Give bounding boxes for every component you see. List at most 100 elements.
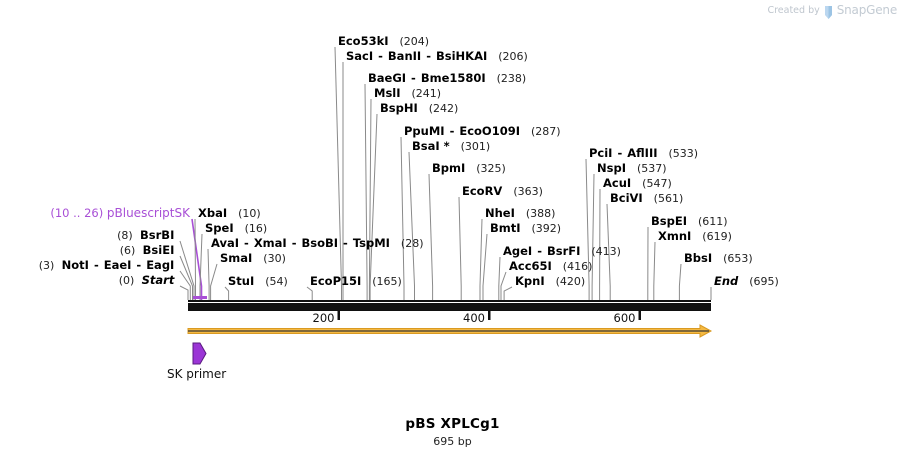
enzyme-name: AgeI (503, 244, 533, 258)
enzyme-label-stui[interactable]: StuI (54) (228, 275, 288, 289)
enzyme-label-bsai[interactable]: BsaI * (301) (412, 140, 490, 154)
orf-arrow[interactable] (187, 324, 713, 338)
enzyme-label-acc65i[interactable]: Acc65I (416) (509, 260, 592, 274)
ruler-tick-mark-600 (638, 311, 641, 320)
enzyme-name: NheI (485, 206, 515, 220)
enzyme-name: BciVI (610, 191, 643, 205)
enzyme-label-ppumi-ecoo109i[interactable]: PpuMI - EcoO109I (287) (404, 125, 561, 139)
enzyme-separator: - (89, 258, 103, 272)
enzyme-label-ecorv[interactable]: EcoRV (363) (462, 184, 543, 199)
enzyme-label-agei-bsrfi[interactable]: AgeI - BsrFI (413) (503, 244, 621, 259)
leader-line-ecop15i (306, 286, 313, 300)
enzyme-label-bbsi[interactable]: BbsI (653) (684, 251, 753, 266)
enzyme-label-spei[interactable]: SpeI (16) (205, 222, 268, 236)
sk-primer-arrow[interactable] (192, 342, 207, 365)
enzyme-label-eco53ki[interactable]: Eco53kI (204) (338, 35, 430, 49)
enzyme-label-ecop15i[interactable]: EcoP15I (165) (310, 275, 402, 289)
enzyme-position: (325) (476, 162, 506, 175)
enzyme-label-acui[interactable]: AcuI (547) (603, 176, 672, 191)
enzyme-position: (537) (636, 162, 667, 175)
enzyme-name: BanII (387, 49, 422, 63)
orf-arrow-group (187, 324, 713, 338)
enzyme-label-bsiei[interactable]: (6) BsiEI (0, 244, 178, 258)
enzyme-label-bpmi[interactable]: BpmI (325) (432, 161, 506, 176)
ruler-tick-mark-200 (337, 311, 340, 320)
leader-line-bpmi (428, 173, 434, 300)
leader-line-xmni (653, 241, 656, 300)
enzyme-name: PciI (589, 146, 613, 160)
plasmid-name: pBS XPLCg1 (405, 416, 500, 432)
enzyme-name: BsrFI (547, 244, 581, 258)
leader-line-xbai (194, 218, 196, 300)
enzyme-label-bmti[interactable]: BmtI (392) (490, 222, 561, 236)
enzyme-label-msli[interactable]: MslI (241) (374, 86, 442, 101)
enzyme-label-nhei[interactable]: NheI (388) (485, 206, 556, 221)
enzyme-name: BspHI (380, 101, 418, 115)
enzyme-label-kpni[interactable]: KpnI (420) (515, 275, 585, 289)
leader-line-avai-xmai-bsobi-tspmi (207, 248, 210, 300)
enzyme-label-noti-eaei-eagi[interactable]: (3) NotI - EaeI - EagI (0, 258, 178, 273)
enzyme-label-pcii-afliii[interactable]: PciI - AflIII (533) (589, 146, 699, 161)
enzyme-position: (619) (702, 230, 732, 243)
enzyme-separator: - (132, 258, 146, 272)
enzyme-label-bcivi[interactable]: BciVI (561) (610, 191, 683, 206)
enzyme-position: (30) (263, 252, 286, 265)
enzyme-separator: - (287, 236, 301, 250)
enzyme-label-bsrbi[interactable]: (8) BsrBI (0, 228, 178, 243)
enzyme-label-start[interactable]: (0) Start (0, 273, 178, 288)
enzyme-name: EcoRV (462, 184, 503, 198)
enzyme-label-baegi-bme1580i[interactable]: BaeGI - Bme1580I (238) (368, 71, 527, 86)
enzyme-name: XmaI (253, 236, 287, 250)
enzyme-name: Bme1580I (420, 71, 486, 85)
plasmid-size: 695 bp (433, 435, 472, 448)
enzyme-name: Start (141, 273, 175, 287)
leader-line-bsiei (179, 255, 193, 300)
enzyme-label-nspi[interactable]: NspI (537) (597, 162, 667, 176)
enzyme-separator: - (422, 49, 435, 63)
enzyme-label-xbai[interactable]: XbaI (10) (198, 207, 261, 221)
enzyme-position: (0) (118, 274, 135, 287)
enzyme-label-smai[interactable]: SmaI (30) (220, 252, 286, 266)
enzyme-position: (204) (399, 35, 430, 48)
enzyme-position: (241) (411, 87, 442, 100)
enzyme-position: (695) (749, 275, 779, 288)
enzyme-name: BbsI (684, 251, 713, 265)
leader-line-start (179, 285, 189, 300)
enzyme-name: MslI (374, 86, 401, 100)
pbluescriptsk-primer-feature[interactable] (193, 296, 207, 299)
sk-primer-arrow-group (192, 342, 207, 365)
title-block: pBS XPLCg1 695 bp (0, 416, 905, 448)
leader-line-bsai (408, 151, 415, 300)
enzyme-name: AcuI (603, 176, 632, 190)
enzyme-name: BsoBI (301, 236, 339, 250)
enzyme-position: (611) (697, 215, 728, 228)
enzyme-position: (238) (496, 72, 527, 85)
leader-line-bsrbi (179, 240, 195, 300)
enzyme-label-pbluescriptsk[interactable]: (10 .. 26) pBluescriptSK (0, 207, 190, 220)
leader-line-noti-eaei-eagi (179, 270, 191, 300)
leader-line-bmti (482, 233, 488, 300)
leader-line-agei-bsrfi (498, 256, 501, 300)
enzyme-position: (242) (428, 102, 459, 115)
enzyme-name: EagI (146, 258, 175, 272)
enzyme-label-saci-banii-bsihkai[interactable]: SacI - BanII - BsiHKAI (206) (346, 49, 528, 64)
enzyme-position: (16) (244, 222, 268, 235)
enzyme-name: AvaI (211, 236, 240, 250)
enzyme-position: (388) (525, 207, 556, 220)
enzyme-label-end[interactable]: End (695) (714, 275, 779, 289)
leader-line-kpni (503, 286, 513, 300)
enzyme-label-bspei[interactable]: BspEI (611) (651, 215, 728, 229)
leader-line-baegi-bme1580i (364, 83, 368, 300)
enzyme-position: (6) (119, 244, 136, 257)
enzyme-label-bsphi[interactable]: BspHI (242) (380, 101, 459, 116)
snapgene-logo-icon (824, 4, 833, 19)
enzyme-name: BpmI (432, 161, 466, 175)
enzyme-position: (10 .. 26) (50, 206, 104, 220)
enzyme-position: (533) (668, 147, 699, 160)
enzyme-label-xmni[interactable]: XmnI (619) (658, 230, 732, 244)
enzyme-label-avai-xmai-bsobi-tspmi[interactable]: AvaI - XmaI - BsoBI - TspMI (28) (211, 236, 424, 251)
leader-line-pcii-afliii (585, 158, 590, 300)
enzyme-separator: - (407, 71, 420, 85)
enzyme-name: BsrBI (140, 228, 175, 242)
